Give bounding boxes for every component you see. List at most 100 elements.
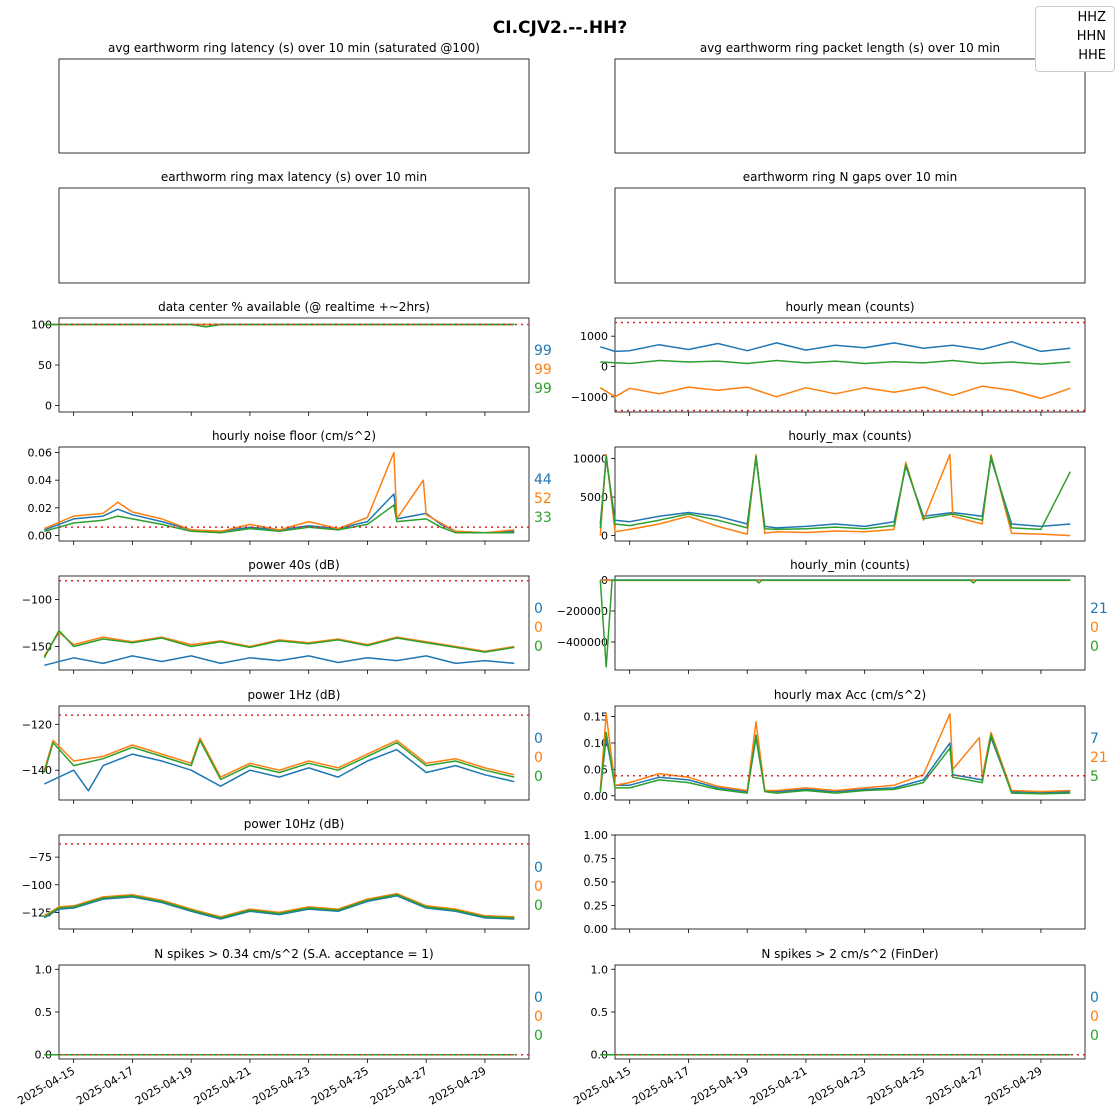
axes-frame-n_gaps: [614, 187, 1086, 284]
panel-title-avg_latency: avg earthworm ring latency (s) over 10 m…: [108, 41, 480, 55]
y-tick-label-spikes_034: 1.0: [35, 963, 53, 976]
side-label-hourly_min-2: 0: [1090, 639, 1099, 655]
y-tick-label-noise_floor: 0.06: [28, 447, 53, 460]
side-label-power_40s-1: 0: [534, 620, 543, 636]
y-tick-label-hourly_mean: 1000: [580, 330, 608, 343]
side-label-spikes_034-0: 0: [534, 990, 543, 1006]
axes-frame-availability: [58, 317, 530, 413]
axes-frame-avg_latency: [58, 58, 530, 154]
axes-frame-hourly_min: [614, 575, 1086, 671]
y-tick-label-hourly_max: 5000: [580, 491, 608, 504]
y-tick-label-availability: 0: [45, 400, 52, 413]
panel-title-power_10hz: power 10Hz (dB): [244, 817, 345, 831]
y-tick-label-hourly_max: 0: [601, 530, 608, 543]
x-tick-label: 2025-04-29: [983, 1064, 1045, 1107]
y-tick-label-empty_panel: 0.75: [584, 853, 609, 866]
y-tick-label-max_acc: 0.15: [584, 711, 609, 724]
side-label-hourly_min-1: 0: [1090, 620, 1099, 636]
y-tick-label-empty_panel: 0.25: [584, 900, 609, 913]
axes-frame-power_40s: [58, 575, 530, 671]
panel-title-noise_floor: hourly noise floor (cm/s^2): [212, 429, 376, 443]
axes-frame-avg_packet: [614, 58, 1086, 154]
y-tick-label-max_acc: 0.10: [584, 737, 609, 750]
series-line-max_acc-hhn: [599, 713, 1071, 793]
axes-frame-empty_panel: [614, 834, 1086, 930]
x-tick-label: 2025-04-23: [250, 1064, 312, 1107]
x-tick-label: 2025-04-23: [806, 1064, 868, 1107]
y-tick-label-empty_panel: 0.00: [584, 923, 609, 936]
legend: HHZ HHN HHE: [1035, 6, 1115, 72]
side-label-power_10hz-0: 0: [534, 860, 543, 876]
panel-title-n_gaps: earthworm ring N gaps over 10 min: [743, 170, 957, 184]
y-tick-label-hourly_min: −200000: [557, 605, 608, 618]
x-tick-label: 2025-04-25: [865, 1064, 927, 1107]
legend-entry-hhn: HHN: [1076, 29, 1106, 44]
y-tick-label-power_40s: −100: [22, 594, 52, 607]
series-line-power_1hz-hhn: [43, 737, 515, 778]
series-line-hourly_mean-hhe: [600, 359, 1071, 365]
y-tick-label-availability: 50: [38, 359, 52, 372]
y-tick-label-noise_floor: 0.04: [28, 474, 53, 487]
y-tick-label-power_1hz: −140: [22, 764, 52, 777]
panel-title-availability: data center % available (@ realtime +~2h…: [158, 300, 430, 314]
side-label-spikes_034-1: 0: [534, 1009, 543, 1025]
side-label-max_acc-2: 5: [1090, 769, 1099, 785]
side-label-power_10hz-1: 0: [534, 879, 543, 895]
side-label-power_40s-2: 0: [534, 639, 543, 655]
side-label-power_10hz-2: 0: [534, 898, 543, 914]
y-tick-label-spikes_2: 1.0: [591, 963, 609, 976]
side-label-availability-0: 99: [534, 343, 552, 359]
axes-frame-hourly_mean: [614, 317, 1086, 413]
x-tick-label: 2025-04-15: [571, 1064, 633, 1107]
y-tick-label-spikes_034: 0.0: [35, 1049, 53, 1062]
x-tick-label: 2025-04-25: [309, 1064, 371, 1107]
series-line-power_40s-hhe: [43, 629, 515, 659]
y-tick-label-power_10hz: −125: [22, 906, 52, 919]
series-line-hourly_mean-hhn: [599, 385, 1071, 400]
x-tick-label: 2025-04-17: [74, 1064, 136, 1107]
panel-title-hourly_min: hourly_min (counts): [790, 558, 910, 572]
series-line-hourly_mean-hhz: [600, 340, 1071, 353]
axes-frame-power_1hz: [58, 705, 530, 801]
panel-title-hourly_mean: hourly mean (counts): [785, 300, 914, 314]
side-label-spikes_2-2: 0: [1090, 1028, 1099, 1044]
series-line-max_acc-hhe: [599, 731, 1071, 795]
y-tick-label-spikes_034: 0.5: [35, 1006, 53, 1019]
side-label-spikes_034-2: 0: [534, 1028, 543, 1044]
series-line-power_10hz-hhz: [43, 895, 515, 920]
side-label-noise_floor-2: 33: [534, 510, 552, 526]
y-tick-label-empty_panel: 1.00: [584, 829, 609, 842]
series-line-hourly_max-hhe: [599, 455, 1071, 531]
axes-frame-spikes_034: [58, 964, 530, 1060]
side-label-noise_floor-1: 52: [534, 491, 552, 507]
series-line-power_1hz-hhz: [43, 748, 515, 792]
series-line-power_40s-hhn: [43, 631, 515, 657]
y-tick-label-power_1hz: −120: [22, 718, 52, 731]
side-label-spikes_2-1: 0: [1090, 1009, 1099, 1025]
series-line-hourly_min-hhe: [599, 579, 1071, 668]
y-tick-label-hourly_mean: 0: [601, 361, 608, 374]
side-label-power_1hz-2: 0: [534, 769, 543, 785]
y-tick-label-empty_panel: 0.50: [584, 876, 609, 889]
side-label-max_acc-0: 7: [1090, 731, 1099, 747]
y-tick-label-max_acc: 0.05: [584, 763, 609, 776]
y-tick-label-power_10hz: −100: [22, 879, 52, 892]
series-line-noise_floor-hhn: [44, 451, 515, 534]
panel-title-spikes_2: N spikes > 2 cm/s^2 (FinDer): [761, 947, 938, 961]
axes-frame-spikes_2: [614, 964, 1086, 1060]
side-label-power_1hz-1: 0: [534, 750, 543, 766]
x-tick-label: 2025-04-15: [15, 1064, 77, 1107]
panel-title-hourly_max: hourly_max (counts): [788, 429, 911, 443]
series-line-power_10hz-hhe: [43, 893, 515, 919]
x-tick-label: 2025-04-27: [368, 1064, 430, 1107]
panel-title-power_1hz: power 1Hz (dB): [248, 688, 341, 702]
side-label-availability-2: 99: [534, 381, 552, 397]
figure-title: CI.CJV2.--.HH?: [492, 18, 628, 38]
x-tick-label: 2025-04-29: [427, 1064, 489, 1107]
series-line-power_10hz-hhn: [43, 892, 515, 918]
side-label-spikes_2-0: 0: [1090, 990, 1099, 1006]
y-tick-label-spikes_2: 0.0: [591, 1049, 609, 1062]
axes-frame-max_latency: [58, 187, 530, 284]
series-line-power_40s-hhz: [44, 655, 515, 667]
y-tick-label-noise_floor: 0.00: [28, 529, 53, 542]
